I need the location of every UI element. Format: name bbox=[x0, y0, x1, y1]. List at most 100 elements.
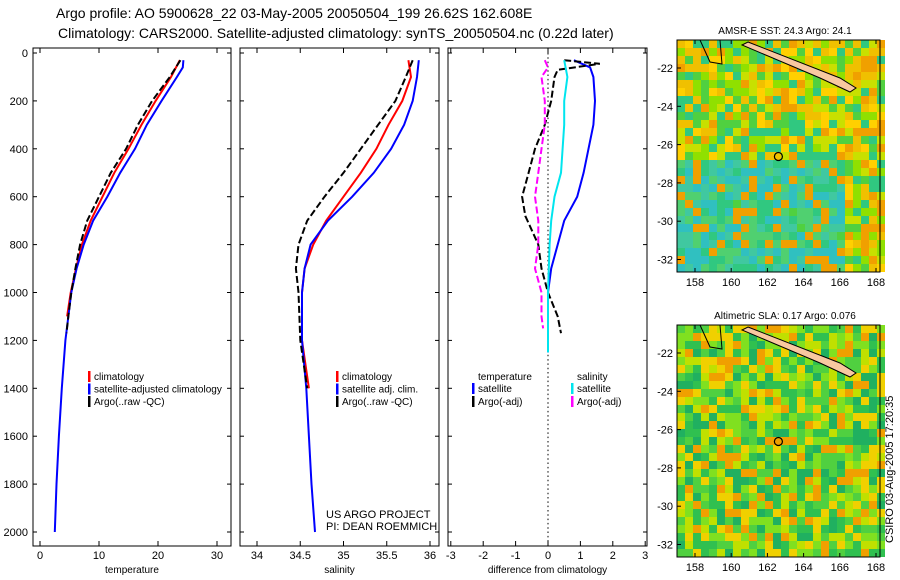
map-cell bbox=[717, 152, 725, 160]
map-cell bbox=[701, 485, 709, 493]
map-cell bbox=[733, 501, 741, 509]
map-cell bbox=[741, 381, 749, 389]
map-cell bbox=[701, 453, 709, 461]
map-cell bbox=[821, 256, 829, 264]
map-cell bbox=[877, 461, 885, 469]
map-cell bbox=[877, 341, 885, 349]
map-y-tick-label: -26 bbox=[657, 140, 673, 152]
map-cell bbox=[877, 176, 885, 184]
map-cell bbox=[677, 80, 685, 88]
map-cell bbox=[789, 104, 797, 112]
map-cell bbox=[845, 112, 853, 120]
map-cell bbox=[757, 192, 765, 200]
map-cell bbox=[829, 549, 837, 557]
map-cell bbox=[789, 48, 797, 56]
map-cell bbox=[677, 373, 685, 381]
map-cell bbox=[677, 240, 685, 248]
map-cell bbox=[717, 517, 725, 525]
map-cell bbox=[845, 168, 853, 176]
map-y-tick-label: -26 bbox=[657, 425, 673, 437]
map-cell bbox=[725, 176, 733, 184]
map-cell bbox=[773, 256, 781, 264]
map-cell bbox=[701, 373, 709, 381]
map-cell bbox=[821, 112, 829, 120]
map-cell bbox=[789, 120, 797, 128]
map-cell bbox=[733, 365, 741, 373]
map-cell bbox=[765, 216, 773, 224]
map-cell bbox=[781, 333, 789, 341]
map-cell bbox=[741, 264, 749, 272]
map-cell bbox=[837, 96, 845, 104]
map-cell bbox=[797, 192, 805, 200]
map-cell bbox=[821, 200, 829, 208]
map-cell bbox=[685, 429, 693, 437]
map-cell bbox=[845, 56, 853, 64]
map-cell bbox=[765, 453, 773, 461]
map-cell bbox=[677, 200, 685, 208]
map-cell bbox=[709, 453, 717, 461]
map-cell bbox=[725, 333, 733, 341]
map-cell bbox=[685, 461, 693, 469]
map-cell bbox=[765, 200, 773, 208]
map-cell bbox=[709, 381, 717, 389]
map-cell bbox=[877, 493, 885, 501]
map-cell bbox=[709, 232, 717, 240]
map-cell bbox=[861, 397, 869, 405]
map-cell bbox=[765, 56, 773, 64]
map-cell bbox=[829, 397, 837, 405]
x-tick-label: 0 bbox=[545, 550, 551, 562]
map-cell bbox=[773, 413, 781, 421]
map-cell bbox=[757, 509, 765, 517]
map-cell bbox=[693, 477, 701, 485]
legend-swatch bbox=[336, 371, 339, 382]
map-cell bbox=[877, 413, 885, 421]
map-cell bbox=[813, 397, 821, 405]
map-cell bbox=[861, 349, 869, 357]
map-cell bbox=[709, 333, 717, 341]
map-cell bbox=[789, 200, 797, 208]
map-x-tick-label: 162 bbox=[758, 277, 776, 289]
map-cell bbox=[813, 437, 821, 445]
map-cell bbox=[853, 469, 861, 477]
map-cell bbox=[677, 413, 685, 421]
map-cell bbox=[869, 120, 877, 128]
x-tick-label: 34 bbox=[251, 550, 263, 562]
map-cell bbox=[797, 56, 805, 64]
map-cell bbox=[853, 429, 861, 437]
map-cell bbox=[701, 168, 709, 176]
map-cell bbox=[853, 533, 861, 541]
map-cell bbox=[677, 160, 685, 168]
map-cell bbox=[781, 373, 789, 381]
map-cell bbox=[789, 248, 797, 256]
map-cell bbox=[773, 477, 781, 485]
map-cell bbox=[837, 437, 845, 445]
map-cell bbox=[877, 88, 885, 96]
map-cell bbox=[869, 168, 877, 176]
map-cell bbox=[773, 224, 781, 232]
map-cell bbox=[805, 397, 813, 405]
map-cell bbox=[757, 64, 765, 72]
map-cell bbox=[677, 525, 685, 533]
map-cell bbox=[733, 541, 741, 549]
map-cell bbox=[693, 341, 701, 349]
map-cell bbox=[813, 493, 821, 501]
map-cell bbox=[821, 64, 829, 72]
map-cell bbox=[701, 349, 709, 357]
map-cell bbox=[765, 517, 773, 525]
map-cell bbox=[853, 72, 861, 80]
map-cell bbox=[733, 549, 741, 557]
map-cell bbox=[733, 224, 741, 232]
map-cell bbox=[709, 341, 717, 349]
map-cell bbox=[693, 469, 701, 477]
map-cell bbox=[845, 549, 853, 557]
map-cell bbox=[773, 381, 781, 389]
map-cell bbox=[805, 413, 813, 421]
map-cell bbox=[853, 40, 861, 48]
map-cell bbox=[765, 152, 773, 160]
map-cell bbox=[797, 549, 805, 557]
map-cell bbox=[685, 240, 693, 248]
map-cell bbox=[813, 325, 821, 333]
map-cell bbox=[861, 453, 869, 461]
map-cell bbox=[701, 517, 709, 525]
map-cell bbox=[869, 485, 877, 493]
